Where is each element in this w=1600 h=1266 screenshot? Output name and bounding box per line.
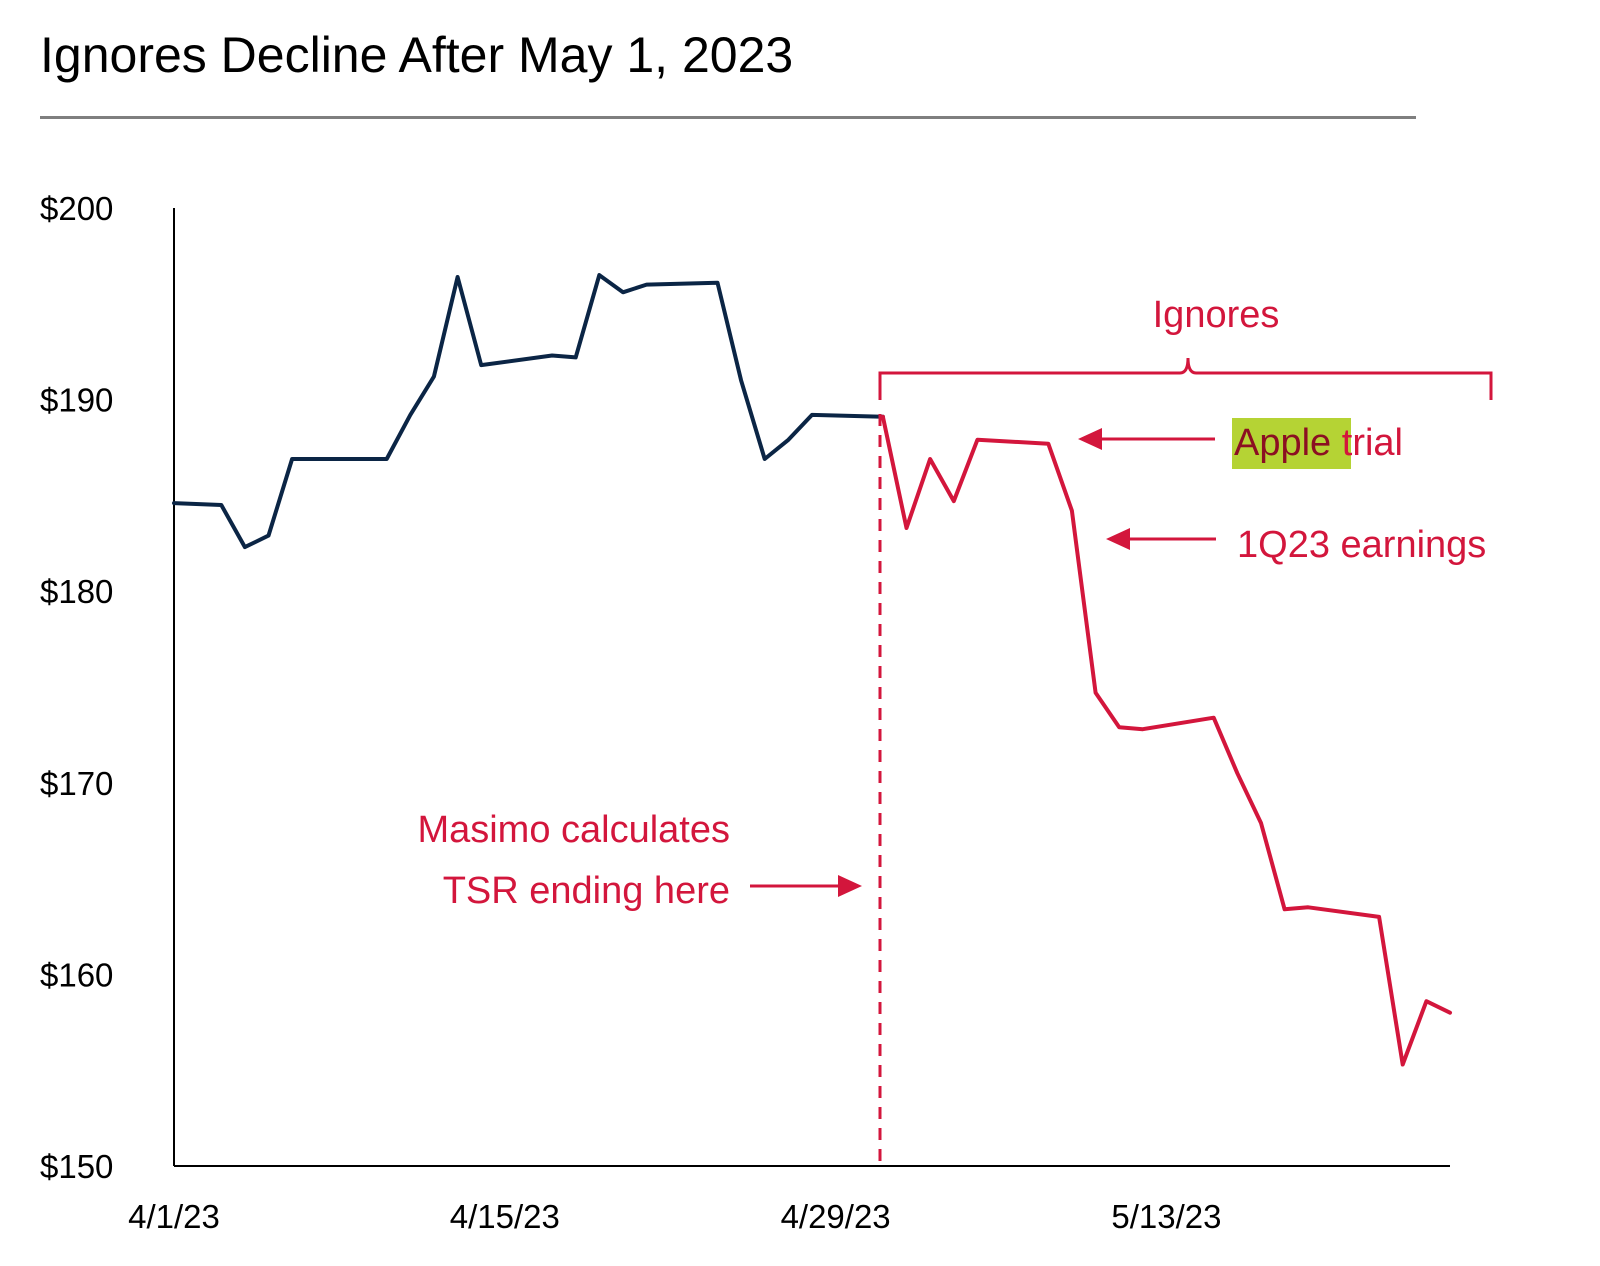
apple-trial-label: Apple trial <box>1234 422 1403 464</box>
y-tick-label: $170 <box>40 765 113 802</box>
apple-highlight-text: Apple <box>1234 422 1331 464</box>
ignores-bracket <box>878 357 1493 400</box>
y-tick-label: $200 <box>40 190 113 227</box>
masimo-label-line2: TSR ending here <box>443 870 730 912</box>
annotations: Ignores Apple trial 1Q23 earnings Masimo… <box>417 294 1493 1166</box>
x-tick-label: 4/15/23 <box>450 1198 560 1235</box>
title-divider <box>40 116 1416 119</box>
y-axis-ticks: $200 $190 $180 $170 $160 $150 <box>40 190 113 1185</box>
earnings-arrowhead <box>1106 528 1130 550</box>
trial-text: trial <box>1331 422 1403 464</box>
x-tick-label: 4/1/23 <box>128 1198 220 1235</box>
chart-title: Ignores Decline After May 1, 2023 <box>40 27 794 83</box>
axes <box>173 208 1450 1167</box>
x-tick-label: 4/29/23 <box>781 1198 891 1235</box>
y-tick-label: $160 <box>40 956 113 993</box>
earnings-label: 1Q23 earnings <box>1237 524 1486 566</box>
series-line-0 <box>172 273 885 550</box>
apple-highlight-box <box>1232 418 1351 469</box>
x-axis-ticks: 4/1/23 4/15/23 4/29/23 5/13/23 <box>128 1198 1221 1235</box>
x-tick-label: 5/13/23 <box>1111 1198 1221 1235</box>
y-tick-label: $150 <box>40 1148 113 1185</box>
apple-trial-arrowhead <box>1078 428 1102 450</box>
series-lines <box>172 273 1452 1067</box>
y-tick-label: $180 <box>40 573 113 610</box>
masimo-label-line1: Masimo calculates <box>417 809 730 851</box>
series-line-1 <box>880 414 1452 1067</box>
masimo-arrowhead <box>838 875 862 897</box>
ignores-label: Ignores <box>1153 294 1280 336</box>
y-tick-label: $190 <box>40 382 113 419</box>
